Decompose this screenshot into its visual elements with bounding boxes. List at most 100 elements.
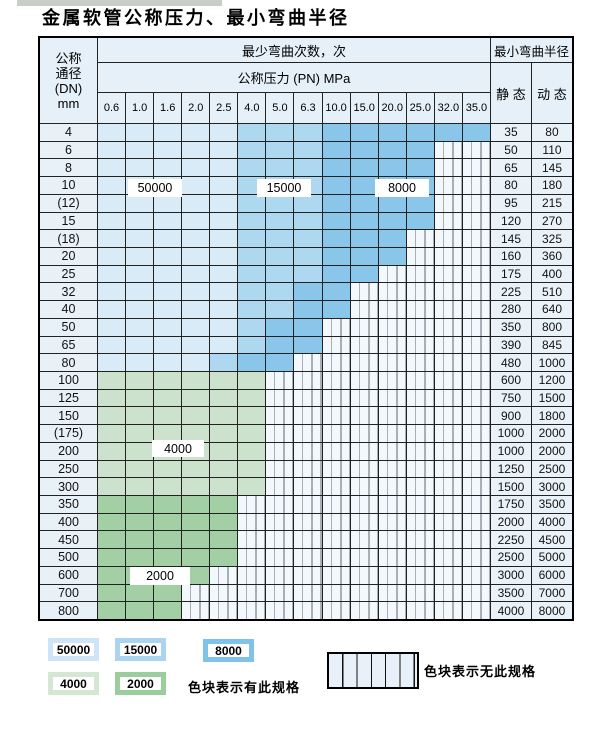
spec-cell <box>237 477 266 495</box>
spec-cell <box>237 370 266 389</box>
no-spec-label: 色块表示无此规格 <box>424 664 537 679</box>
dn-cell: 300 <box>40 477 97 495</box>
dn-cell: 20 <box>40 246 97 265</box>
no-spec-cell <box>349 353 378 371</box>
spec-cell <box>265 211 294 230</box>
spec-cell <box>97 601 126 619</box>
no-spec-cell <box>377 477 406 495</box>
no-spec-cell <box>377 388 406 407</box>
spec-cell <box>97 140 126 159</box>
radius-dynamic-cell: 4000 <box>530 512 572 531</box>
no-spec-cell <box>265 601 294 619</box>
spec-cell <box>405 193 434 212</box>
spec-cell <box>125 140 154 159</box>
spec-cell <box>97 494 126 513</box>
no-spec-cell <box>293 494 322 513</box>
no-spec-cell <box>293 512 322 531</box>
no-spec-cell <box>461 158 490 177</box>
no-spec-cell <box>461 530 490 549</box>
no-spec-cell <box>237 601 266 619</box>
spec-cell <box>321 176 350 194</box>
spec-cell <box>153 459 182 478</box>
spec-cell <box>97 512 126 531</box>
spec-cell <box>237 193 266 212</box>
spec-cell <box>265 176 294 194</box>
radius-static-cell: 2250 <box>489 530 531 549</box>
spec-cell <box>153 264 182 283</box>
spec-cell <box>237 406 266 425</box>
no-spec-cell <box>321 317 350 336</box>
spec-cell <box>153 123 182 141</box>
no-spec-cell <box>433 370 462 389</box>
spec-cell <box>181 264 210 283</box>
no-spec-cell <box>405 424 434 442</box>
spec-cell <box>349 211 378 230</box>
no-spec-cell <box>349 406 378 425</box>
spec-cell <box>153 548 182 566</box>
spec-cell <box>125 229 154 247</box>
spec-cell <box>237 335 266 354</box>
no-spec-cell <box>461 317 490 336</box>
spec-cell <box>265 317 294 336</box>
spec-cell <box>181 388 210 407</box>
no-spec-cell <box>433 494 462 513</box>
cycles-header: 最少弯曲次数，次 <box>97 38 490 62</box>
no-spec-cell <box>321 459 350 478</box>
no-spec-cell <box>405 601 434 619</box>
pressure-tick: 6.3 <box>293 92 322 123</box>
spec-cell <box>265 300 294 318</box>
spec-cell <box>181 530 210 549</box>
spec-cell <box>237 317 266 336</box>
dn-cell: 250 <box>40 459 97 478</box>
spec-cell <box>97 317 126 336</box>
spec-cell <box>153 477 182 495</box>
no-spec-cell <box>433 424 462 442</box>
spec-cell <box>181 512 210 531</box>
dn-cell: 80 <box>40 353 97 371</box>
radius-dynamic-cell: 180 <box>530 176 572 194</box>
spec-cell <box>209 477 238 495</box>
spec-cell <box>97 158 126 177</box>
spec-cell <box>181 211 210 230</box>
no-spec-cell <box>433 565 462 584</box>
spec-cell <box>153 388 182 407</box>
spec-cell <box>209 140 238 159</box>
no-spec-cell <box>433 530 462 549</box>
pressure-tick: 15.0 <box>349 92 378 123</box>
no-spec-cell <box>349 459 378 478</box>
pressure-tick: 2.5 <box>209 92 238 123</box>
no-spec-cell <box>321 370 350 389</box>
spec-cell <box>209 264 238 283</box>
spec-cell <box>265 140 294 159</box>
no-spec-cell <box>349 477 378 495</box>
no-spec-cell <box>265 424 294 442</box>
no-spec-cell <box>321 388 350 407</box>
spec-cell <box>209 282 238 301</box>
no-spec-cell <box>377 317 406 336</box>
radius-dynamic-cell: 510 <box>530 282 572 301</box>
no-spec-cell <box>265 370 294 389</box>
no-spec-cell <box>433 335 462 354</box>
static-header: 静 态 <box>489 62 531 123</box>
spec-cell <box>97 300 126 318</box>
spec-cell <box>237 140 266 159</box>
spec-cell <box>125 441 154 460</box>
spec-cell <box>209 211 238 230</box>
no-spec-cell <box>405 530 434 549</box>
no-spec-cell <box>461 424 490 442</box>
no-spec-cell <box>405 370 434 389</box>
spec-cell <box>181 229 210 247</box>
no-spec-cell <box>321 335 350 354</box>
spec-cell <box>97 441 126 460</box>
radius-dynamic-cell: 845 <box>530 335 572 354</box>
radius-static-cell: 35 <box>489 123 531 141</box>
no-spec-cell <box>377 406 406 425</box>
no-spec-cell <box>377 441 406 460</box>
no-spec-cell <box>349 494 378 513</box>
spec-cell <box>237 388 266 407</box>
no-spec-cell <box>377 335 406 354</box>
no-spec-cell <box>405 441 434 460</box>
spec-cell <box>349 264 378 283</box>
spec-cell <box>209 530 238 549</box>
no-spec-cell <box>293 601 322 619</box>
